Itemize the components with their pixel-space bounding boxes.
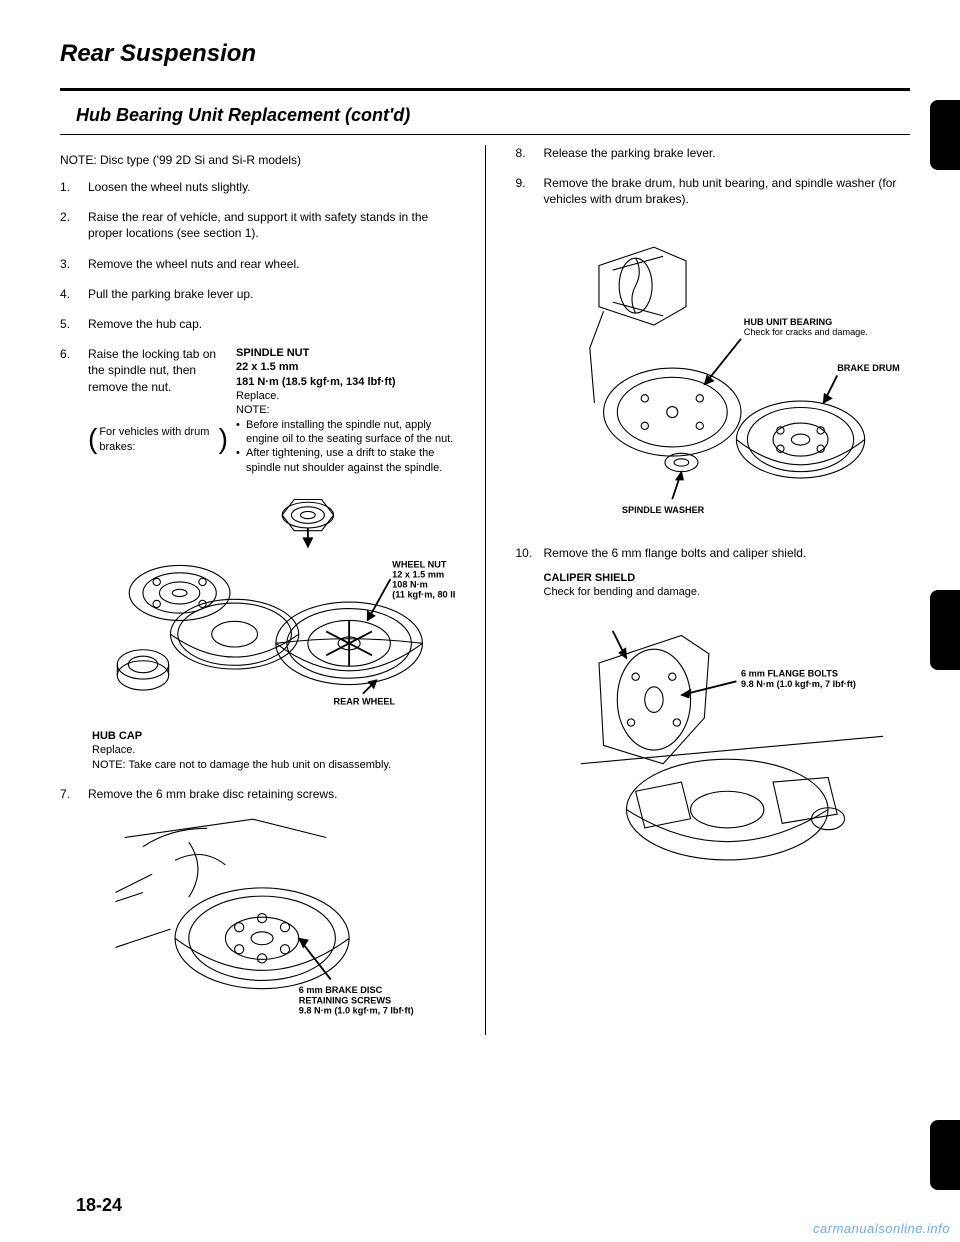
figure-drum-assembly: HUB UNIT BEARING Check for cracks and da…: [544, 238, 911, 531]
step6-text: Raise the locking tab on the spindle nut…: [88, 347, 216, 393]
step-8: Release the parking brake lever.: [516, 145, 911, 161]
left-column: NOTE: Disc type ('99 2D Si and Si-R mode…: [60, 145, 455, 1035]
step-1: Loosen the wheel nuts slightly.: [60, 179, 455, 195]
svg-text:6 mm FLANGE BOLTS: 6 mm FLANGE BOLTS: [740, 668, 837, 678]
steps-list-right: Release the parking brake lever. Remove …: [516, 145, 911, 882]
svg-text:REAR WHEEL: REAR WHEEL: [334, 697, 396, 707]
spindle-nut-size: 22 x 1.5 mm: [236, 360, 455, 374]
spindle-nut-note2: After tightening, use a drift to stake t…: [236, 446, 455, 475]
step-4: Pull the parking brake lever up.: [60, 286, 455, 302]
step-2: Raise the rear of vehicle, and support i…: [60, 209, 455, 241]
wheel-nut-title: WHEEL NUT: [392, 559, 447, 569]
vehicle-note: ( For vehicles with drum brakes: ): [88, 425, 228, 455]
rule-thick: [60, 88, 910, 91]
step-5: Remove the hub cap.: [60, 316, 455, 332]
svg-text:BRAKE DRUM: BRAKE DRUM: [837, 362, 900, 372]
step-3: Remove the wheel nuts and rear wheel.: [60, 256, 455, 272]
spindle-nut-torque: 181 N·m (18.5 kgf·m, 134 lbf·ft): [236, 375, 455, 389]
svg-text:6 mm BRAKE DISC: 6 mm BRAKE DISC: [299, 985, 383, 995]
figure-hub-wheel: WHEEL NUT 12 x 1.5 mm 108 N·m (11 kgf·m,…: [88, 483, 455, 721]
svg-text:9.8 N·m (1.0 kgf·m, 7 lbf·ft): 9.8 N·m (1.0 kgf·m, 7 lbf·ft): [740, 678, 855, 688]
spindle-nut-replace: Replace.: [236, 389, 455, 403]
rule-thin: [60, 134, 910, 135]
page-title: Rear Suspension: [60, 40, 910, 68]
column-divider: [485, 145, 486, 1035]
svg-text:9.8 N·m (1.0 kgf·m, 7 lbf·ft): 9.8 N·m (1.0 kgf·m, 7 lbf·ft): [299, 1005, 414, 1015]
svg-text:HUB UNIT BEARING: HUB UNIT BEARING: [743, 317, 832, 327]
svg-text:108 N·m: 108 N·m: [392, 579, 428, 589]
hub-cap-replace: Replace.: [92, 744, 135, 756]
svg-text:RETAINING SCREWS: RETAINING SCREWS: [299, 995, 391, 1005]
section-title: Hub Bearing Unit Replacement (cont'd): [76, 105, 910, 126]
page-number: 18-24: [76, 1195, 122, 1216]
spindle-nut-note1: Before installing the spindle nut, apply…: [236, 418, 455, 447]
right-column: Release the parking brake lever. Remove …: [516, 145, 911, 1035]
steps-list-left: Loosen the wheel nuts slightly. Raise th…: [60, 179, 455, 1021]
caliper-shield-title: CALIPER SHIELD: [544, 572, 636, 584]
step-10: Remove the 6 mm flange bolts and caliper…: [516, 545, 911, 883]
svg-text:(11 kgf·m, 80 lbf·ft): (11 kgf·m, 80 lbf·ft): [392, 589, 454, 599]
spindle-nut-note-label: NOTE:: [236, 403, 455, 417]
figure-caliper-shield: 6 mm FLANGE BOLTS 9.8 N·m (1.0 kgf·m, 7 …: [544, 608, 911, 883]
step-9: Remove the brake drum, hub unit bearing,…: [516, 175, 911, 531]
spindle-nut-title: SPINDLE NUT: [236, 346, 455, 360]
step-7: Remove the 6 mm brake disc retaining scr…: [60, 786, 455, 1021]
figure-brake-disc: 6 mm BRAKE DISC RETAINING SCREWS 9.8 N·m…: [88, 810, 455, 1021]
svg-text:Check for cracks and damage.: Check for cracks and damage.: [743, 327, 867, 337]
step-6: Raise the locking tab on the spindle nut…: [60, 346, 455, 772]
hub-cap-note: NOTE: Take care not to damage the hub un…: [92, 759, 391, 771]
svg-text:12 x 1.5 mm: 12 x 1.5 mm: [392, 569, 444, 579]
binder-tabs: [930, 0, 960, 1242]
hub-cap-title: HUB CAP: [92, 730, 142, 742]
model-note: NOTE: Disc type ('99 2D Si and Si-R mode…: [60, 153, 455, 167]
caliper-shield-note: Check for bending and damage.: [544, 586, 701, 598]
svg-text:SPINDLE WASHER: SPINDLE WASHER: [621, 504, 704, 514]
